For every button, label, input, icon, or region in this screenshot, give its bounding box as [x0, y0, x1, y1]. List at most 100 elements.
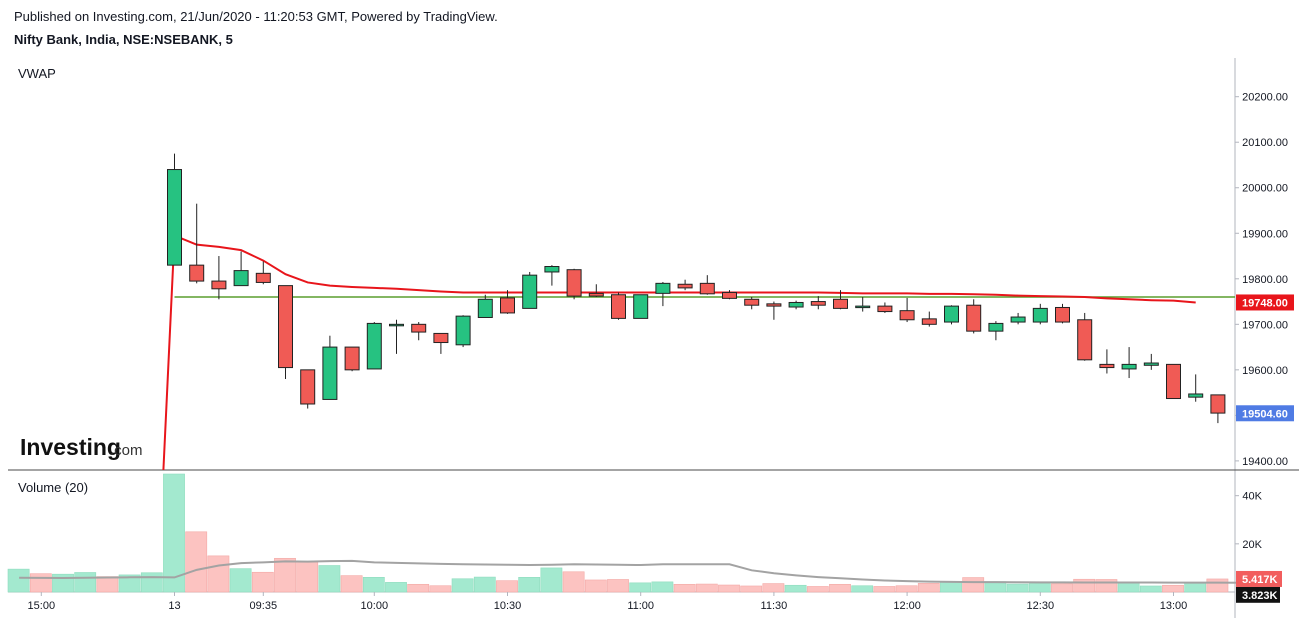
candle-body	[833, 298, 848, 309]
candle	[233, 251, 249, 287]
candle	[766, 301, 782, 320]
candle-body	[522, 274, 538, 309]
candle-body	[877, 305, 893, 313]
candle-body	[167, 169, 182, 266]
volume-ma-line	[19, 559, 1263, 584]
vwap-line	[162, 234, 1196, 471]
volume-bar	[429, 585, 452, 593]
candle-body	[278, 285, 293, 369]
candle	[677, 279, 693, 291]
candle-body	[1166, 363, 1181, 400]
candle	[167, 153, 182, 266]
time-tick-label: 11:00	[627, 600, 654, 612]
volume-bar	[318, 565, 341, 593]
candle-body	[1032, 307, 1048, 323]
volume-bar	[806, 586, 829, 593]
candle	[300, 369, 316, 409]
candle-body	[788, 301, 804, 308]
vwap-path	[162, 234, 1196, 471]
logo-brand: Investing	[20, 434, 121, 460]
candle-body	[744, 298, 760, 306]
candle	[1077, 312, 1093, 361]
volume-bar	[651, 581, 674, 593]
candle	[877, 302, 893, 313]
candle	[1055, 303, 1070, 324]
volume-bar	[29, 573, 52, 593]
candle	[522, 271, 538, 309]
candle-body	[722, 291, 737, 299]
candle	[433, 332, 449, 354]
candle	[833, 290, 848, 310]
time-tick-label: 10:00	[361, 600, 389, 612]
vwap-indicator-label[interactable]: VWAP	[18, 66, 56, 81]
volume-bar	[496, 580, 518, 593]
candle	[744, 297, 760, 310]
candle-body	[433, 332, 449, 344]
last-volume-badge-bg	[1236, 570, 1282, 587]
last-price-badge-text: 19504.60	[1242, 408, 1288, 420]
price-axis[interactable]: 20200.00 20100.00 20000.00 19900.00 19800.00…	[1235, 92, 1288, 468]
candle-body	[1010, 316, 1026, 323]
candle-body	[255, 272, 271, 283]
volume-bar	[629, 582, 652, 593]
candle-body	[500, 297, 515, 314]
candle-body	[921, 318, 937, 325]
time-axis[interactable]: 15:00 13 09:35 10:00 10:30 11:00 11:30 12:00 12:…	[28, 592, 1188, 612]
volume-bar	[1117, 582, 1140, 593]
volume-bar	[140, 572, 163, 593]
volume-bar	[740, 585, 763, 593]
candle-body	[389, 323, 404, 327]
volume-bar	[340, 575, 363, 593]
price-tick-label: 20200.00	[1242, 92, 1288, 104]
candle-body	[855, 305, 871, 309]
price-tick-label: 19900.00	[1242, 228, 1288, 240]
investing-logo: Investing .com	[20, 434, 143, 460]
volume-bar	[74, 572, 97, 593]
candle	[899, 297, 915, 323]
candle	[389, 319, 404, 354]
candle-body	[322, 346, 338, 400]
candle	[633, 294, 649, 319]
candle	[611, 292, 626, 320]
candle	[366, 322, 382, 370]
candle	[1010, 312, 1026, 325]
candle-body	[899, 310, 915, 321]
volume-bar	[762, 583, 785, 593]
candle-body	[1188, 393, 1204, 398]
candle-body	[566, 269, 582, 297]
volume-indicator-label[interactable]: Volume (20)	[18, 480, 89, 495]
candle-body	[1210, 394, 1226, 414]
volume-bar	[296, 561, 319, 593]
volume-bar	[917, 583, 940, 593]
volume-bar	[274, 557, 296, 593]
volume-bar	[895, 585, 918, 593]
candle-body	[988, 322, 1004, 332]
price-tick-label: 19600.00	[1242, 365, 1288, 377]
volume-bar	[873, 586, 896, 593]
candle-body	[411, 323, 427, 333]
last-volume-badge: 5.417K	[1236, 570, 1282, 587]
axis-badges: 19748.00 19504.60 3.823K 5.417K	[1236, 294, 1294, 603]
time-tick-label: 13:00	[1160, 600, 1188, 612]
candle	[988, 321, 1004, 341]
candle-body	[300, 369, 316, 405]
volume-bar	[362, 577, 385, 593]
candle	[588, 284, 604, 298]
volume-bar	[96, 576, 119, 593]
volume-bar	[1139, 585, 1162, 593]
candle-body	[944, 305, 959, 323]
volume-axis[interactable]: 40K 20K	[1235, 491, 1263, 551]
candle-body	[588, 292, 604, 297]
candle	[966, 299, 982, 334]
candle-body	[1121, 363, 1137, 370]
volume-bar	[673, 583, 696, 593]
last-volume-badge-text: 5.417K	[1242, 574, 1278, 586]
time-tick-label: 13	[168, 600, 180, 612]
vwap-price-badge-bg	[1236, 294, 1294, 311]
volume-bar	[229, 568, 252, 593]
candle	[211, 256, 227, 300]
candle	[855, 297, 871, 312]
volume-bar	[1028, 583, 1051, 593]
volume-bar	[851, 585, 874, 593]
